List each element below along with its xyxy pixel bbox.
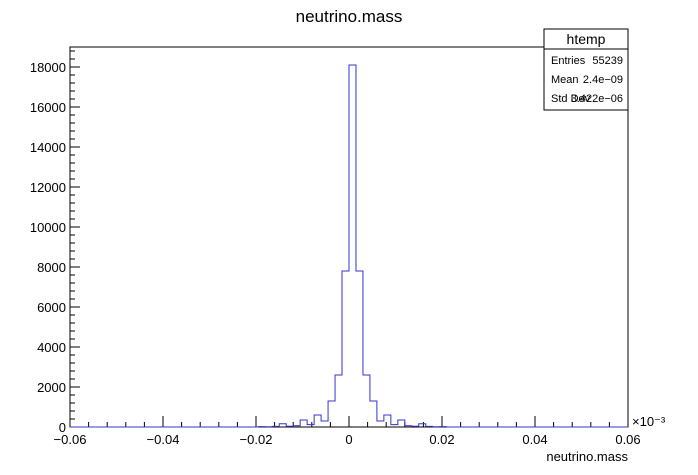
histogram-bin (363, 375, 370, 427)
histogram-bin (398, 420, 405, 427)
stats-label-entries: Entries (551, 55, 586, 67)
histogram-bin (377, 421, 384, 427)
x-tick-label: −0.04 (147, 432, 180, 447)
y-tick-label: 18000 (30, 60, 66, 75)
y-axis: 0 2000 4000 6000 8000 10000 12000 14000 16000 180… (30, 50, 80, 435)
stats-value-mean: 2.4e−09 (583, 74, 623, 86)
x-tick-label: 0.02 (429, 432, 454, 447)
histogram-bin (300, 420, 307, 427)
x-axis-multiplier: ×10⁻³ (632, 414, 666, 429)
histogram-bin (370, 401, 377, 427)
x-tick-label: 0 (345, 432, 352, 447)
x-tick-label: 0.06 (615, 432, 640, 447)
y-tick-label: 0 (59, 420, 66, 435)
histogram-bin (349, 65, 356, 427)
y-tick-label: 10000 (30, 220, 66, 235)
stats-value-entries: 55239 (592, 55, 623, 67)
x-tick-label: −0.06 (54, 432, 87, 447)
histogram-bin (335, 375, 342, 427)
y-tick-label: 8000 (37, 260, 66, 275)
y-tick-label: 4000 (37, 340, 66, 355)
histogram-bin (356, 271, 363, 427)
stats-box: htemp Entries 55239 Mean 2.4e−09 Std Dev… (543, 28, 629, 111)
stats-label-mean: Mean (551, 74, 579, 86)
histogram-bin (314, 415, 321, 427)
y-tick-label: 16000 (30, 100, 66, 115)
chart-title: neutrino.mass (296, 7, 403, 26)
x-axis-label: neutrino.mass (546, 449, 628, 464)
stats-value-stddev: 3.422e−06 (571, 93, 623, 105)
x-tick-label: −0.02 (240, 432, 273, 447)
stats-label-stddev: Std Dev (551, 93, 591, 105)
histogram-bins (258, 65, 446, 427)
x-axis: −0.06 −0.04 −0.02 0 0.02 0.04 0.06 (54, 416, 641, 447)
y-tick-label: 14000 (30, 140, 66, 155)
y-tick-label: 2000 (37, 380, 66, 395)
histogram-bin (328, 401, 335, 427)
histogram-bin (321, 421, 328, 427)
y-tick-label: 12000 (30, 180, 66, 195)
stats-box-frame (543, 28, 629, 111)
histogram-outline (70, 64, 628, 428)
x-tick-label: 0.04 (522, 432, 547, 447)
histogram-bin (342, 271, 349, 427)
y-tick-label: 6000 (37, 300, 66, 315)
histogram-bin (384, 415, 391, 427)
stats-title: htemp (567, 31, 606, 47)
